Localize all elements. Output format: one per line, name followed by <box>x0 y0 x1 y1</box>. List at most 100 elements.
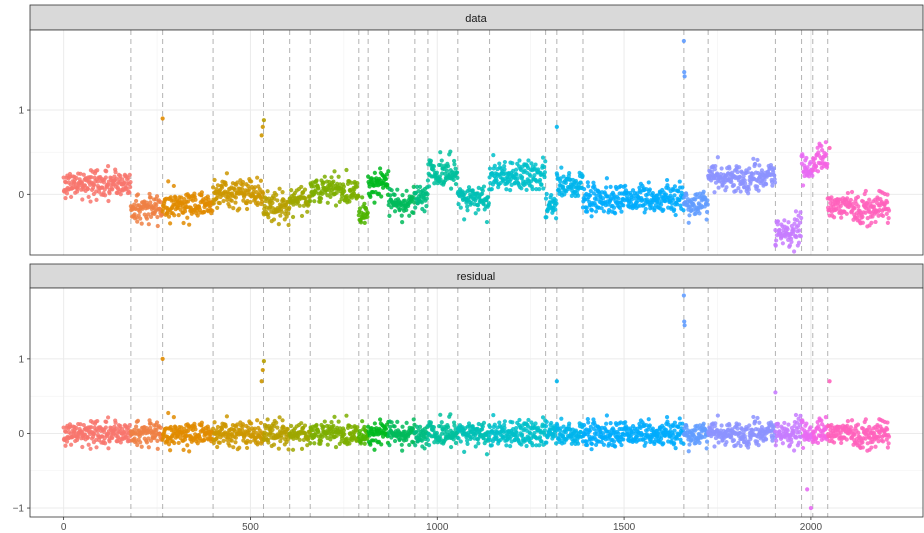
data-point <box>244 206 250 212</box>
data-point <box>146 445 151 450</box>
data-point <box>232 187 237 193</box>
data-point <box>611 439 617 444</box>
data-point <box>716 440 721 445</box>
data-point <box>808 160 813 165</box>
data-point <box>712 167 717 172</box>
data-point <box>154 420 160 425</box>
data-point <box>148 200 153 205</box>
data-point <box>616 196 621 201</box>
data-point <box>199 420 204 425</box>
data-point <box>880 439 886 444</box>
data-point <box>553 198 558 203</box>
data-point <box>508 187 513 193</box>
data-point <box>561 184 566 189</box>
data-point <box>372 200 377 205</box>
data-point <box>240 186 245 192</box>
data-point <box>519 432 525 437</box>
data-point <box>791 249 797 254</box>
data-point <box>544 440 549 445</box>
data-point <box>773 390 778 395</box>
data-point <box>158 200 163 205</box>
data-point <box>537 186 542 192</box>
data-point <box>361 211 366 217</box>
data-point <box>331 423 336 428</box>
data-point <box>814 164 819 169</box>
panel-background <box>30 288 923 517</box>
data-point <box>697 440 702 445</box>
data-point <box>501 178 506 183</box>
data-point <box>395 187 400 192</box>
data-point <box>368 442 373 447</box>
data-point <box>69 442 74 447</box>
data-point <box>680 185 685 190</box>
data-point <box>212 420 217 425</box>
data-point <box>274 192 279 197</box>
data-point <box>762 177 767 182</box>
data-point <box>187 449 192 454</box>
data-point <box>399 442 404 447</box>
data-point <box>289 423 294 429</box>
data-point <box>777 227 782 233</box>
data-point <box>139 444 144 449</box>
data-point <box>864 200 870 205</box>
data-point <box>126 175 131 181</box>
data-point <box>202 210 207 215</box>
data-point <box>452 423 457 428</box>
data-point <box>798 234 803 239</box>
data-point <box>800 445 806 451</box>
data-point <box>185 215 190 220</box>
data-point <box>855 422 861 427</box>
data-point <box>387 213 392 219</box>
data-point <box>392 424 397 429</box>
data-point <box>824 152 829 157</box>
data-point <box>192 191 197 196</box>
data-point <box>158 425 163 430</box>
data-point <box>661 207 666 212</box>
data-point <box>413 443 418 448</box>
data-point <box>211 201 216 206</box>
data-point <box>261 191 266 196</box>
data-point <box>448 186 454 191</box>
data-point <box>676 189 681 194</box>
data-point <box>526 158 531 163</box>
data-point <box>168 221 173 226</box>
data-point <box>541 186 546 191</box>
data-point <box>863 188 868 194</box>
data-point <box>480 424 485 429</box>
data-point <box>94 197 99 202</box>
data-point <box>199 190 204 195</box>
data-point <box>517 158 522 163</box>
data-point <box>491 413 496 418</box>
data-point <box>286 211 291 216</box>
data-point <box>510 161 515 166</box>
data-point <box>166 214 172 219</box>
data-point <box>63 443 68 448</box>
data-point <box>735 169 740 175</box>
data-point <box>193 197 198 202</box>
data-point <box>137 209 142 214</box>
data-point <box>489 186 494 192</box>
data-point <box>422 209 427 214</box>
data-point <box>724 440 729 445</box>
data-point <box>64 439 70 444</box>
data-point <box>588 188 593 194</box>
data-point <box>533 421 538 426</box>
data-point <box>63 195 68 201</box>
data-point <box>528 173 533 178</box>
data-point <box>277 186 282 191</box>
data-point <box>585 180 590 185</box>
data-point <box>462 449 467 454</box>
data-point <box>237 445 242 450</box>
data-point <box>510 420 515 425</box>
data-point <box>249 179 254 184</box>
panel-data: data 01 <box>18 4 924 256</box>
data-point <box>448 444 454 450</box>
data-point <box>322 174 327 179</box>
data-point <box>665 183 670 188</box>
data-point <box>258 178 264 183</box>
data-point <box>419 200 425 205</box>
data-point <box>92 182 97 187</box>
data-point <box>172 440 177 446</box>
data-point <box>257 187 262 192</box>
x-axis: 0 500 1000 1500 2000 <box>61 517 822 533</box>
